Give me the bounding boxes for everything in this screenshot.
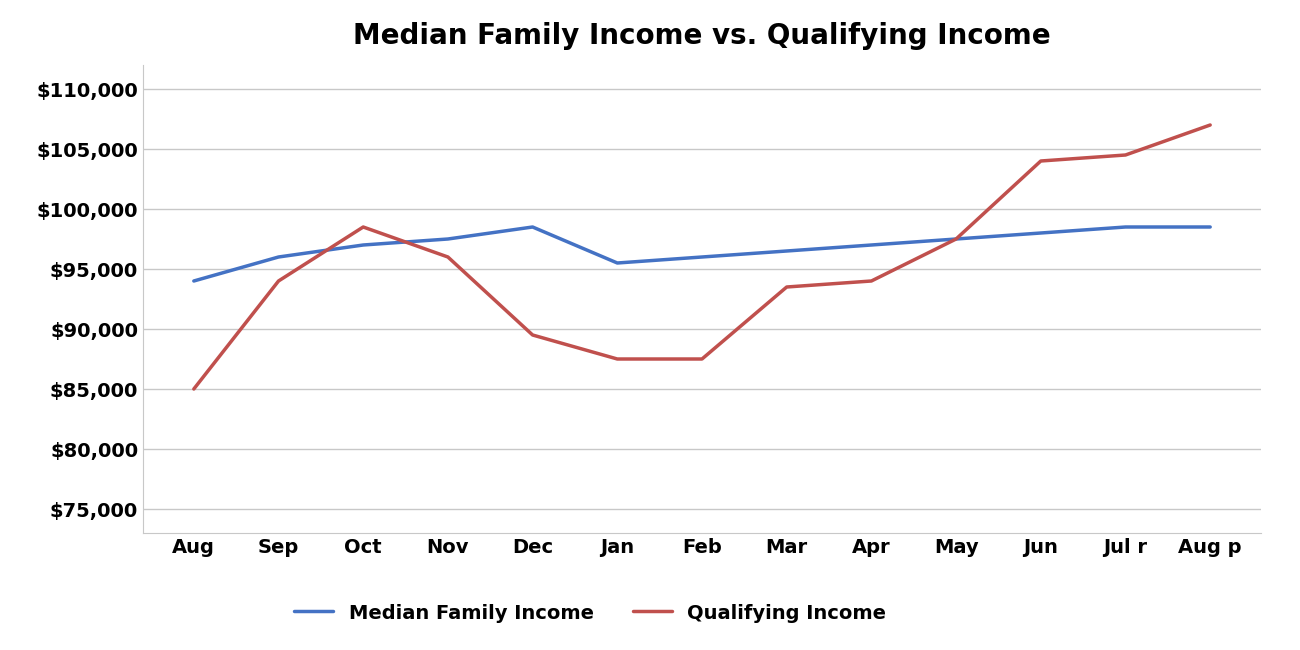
Median Family Income bbox=[1202, 223, 1218, 231]
Median Family Income bbox=[1034, 229, 1049, 237]
Median Family Income bbox=[1118, 223, 1134, 231]
Qualifying Income bbox=[863, 277, 879, 285]
Median Family Income bbox=[694, 253, 710, 261]
Qualifying Income bbox=[1202, 121, 1218, 129]
Median Family Income bbox=[779, 247, 794, 255]
Qualifying Income bbox=[186, 385, 202, 393]
Title: Median Family Income vs. Qualifying Income: Median Family Income vs. Qualifying Inco… bbox=[354, 22, 1050, 50]
Line: Qualifying Income: Qualifying Income bbox=[194, 125, 1210, 389]
Qualifying Income bbox=[948, 235, 963, 243]
Line: Median Family Income: Median Family Income bbox=[194, 227, 1210, 281]
Legend: Median Family Income, Qualifying Income: Median Family Income, Qualifying Income bbox=[294, 604, 887, 623]
Qualifying Income bbox=[610, 355, 625, 363]
Median Family Income bbox=[186, 277, 202, 285]
Qualifying Income bbox=[1118, 151, 1134, 159]
Median Family Income bbox=[863, 241, 879, 249]
Qualifying Income bbox=[525, 331, 541, 339]
Qualifying Income bbox=[779, 283, 794, 291]
Qualifying Income bbox=[1034, 157, 1049, 165]
Median Family Income bbox=[948, 235, 963, 243]
Qualifying Income bbox=[441, 253, 456, 261]
Median Family Income bbox=[270, 253, 286, 261]
Median Family Income bbox=[355, 241, 370, 249]
Median Family Income bbox=[610, 259, 625, 267]
Qualifying Income bbox=[270, 277, 286, 285]
Qualifying Income bbox=[694, 355, 710, 363]
Qualifying Income bbox=[355, 223, 370, 231]
Median Family Income bbox=[525, 223, 541, 231]
Median Family Income bbox=[441, 235, 456, 243]
